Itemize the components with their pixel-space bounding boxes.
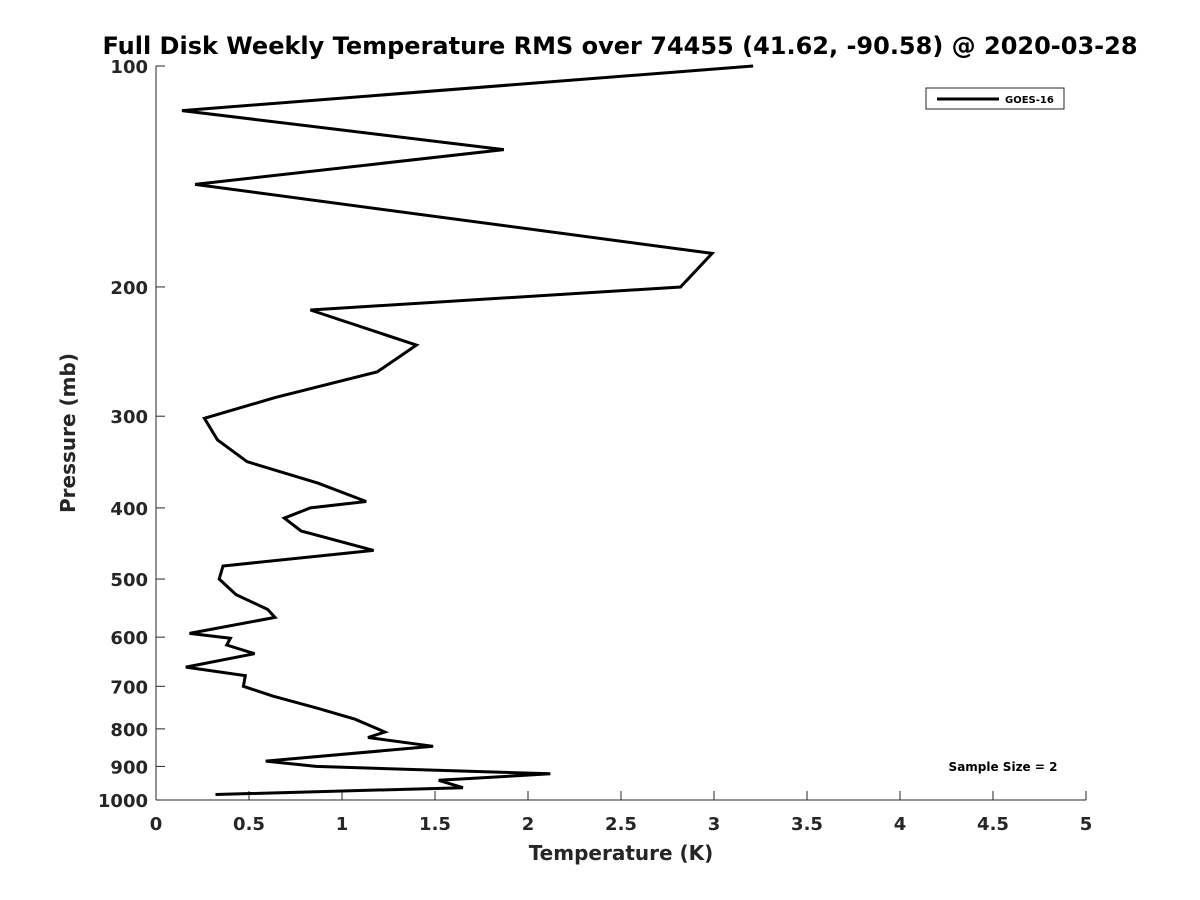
x-tick-label: 4.5 <box>977 814 1009 835</box>
x-ticks: 0 0.5 1 1.5 2 2.5 3 3.5 4 4.5 5 <box>150 791 1093 835</box>
y-tick-label: 200 <box>110 278 148 299</box>
x-tick-label: 5 <box>1080 814 1093 835</box>
sample-size-annotation: Sample Size = 2 <box>949 760 1058 774</box>
x-tick-label: 3 <box>708 814 721 835</box>
y-tick-label: 600 <box>110 628 148 649</box>
y-tick-label: 300 <box>110 407 148 428</box>
y-axis-label: Pressure (mb) <box>56 353 80 513</box>
legend: GOES-16 <box>925 87 1065 110</box>
y-tick-label: 500 <box>110 570 148 591</box>
chart-title: Full Disk Weekly Temperature RMS over 74… <box>102 32 1137 60</box>
x-tick-label: 2.5 <box>605 814 637 835</box>
x-tick-label: 4 <box>894 814 907 835</box>
y-ticks: 100 200 300 400 500 600 700 800 900 1000 <box>98 57 165 812</box>
y-tick-label: 100 <box>110 57 148 78</box>
series-group <box>181 64 754 796</box>
x-tick-label: 1 <box>336 814 349 835</box>
y-tick-label: 1000 <box>98 791 148 812</box>
y-tick-label: 400 <box>110 499 148 520</box>
x-tick-label: 1.5 <box>419 814 451 835</box>
x-tick-label: 2 <box>522 814 535 835</box>
x-tick-label: 0.5 <box>233 814 265 835</box>
series-line <box>181 64 754 796</box>
x-tick-label: 3.5 <box>791 814 823 835</box>
y-tick-label: 700 <box>110 677 148 698</box>
y-tick-label: 800 <box>110 720 148 741</box>
y-tick-label: 900 <box>110 757 148 778</box>
x-tick-label: 0 <box>150 814 163 835</box>
x-axis-label: Temperature (K) <box>529 841 714 865</box>
legend-label: GOES-16 <box>1005 95 1054 106</box>
